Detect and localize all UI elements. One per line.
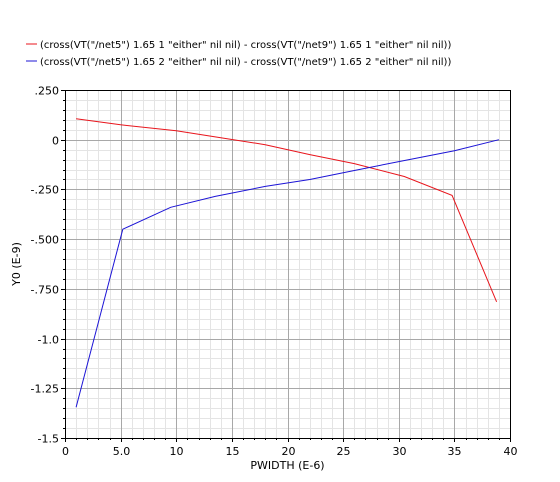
x-tick-label: 20 — [282, 445, 296, 458]
plot-background — [65, 90, 510, 438]
x-tick-label: 15 — [226, 445, 240, 458]
y-tick-label: -1.25 — [31, 383, 59, 396]
plot-area — [65, 90, 510, 438]
series-line-2 — [75, 139, 500, 408]
x-tick-label: 0 — [62, 445, 69, 458]
x-tick-label: 40 — [504, 445, 518, 458]
x-tick-label: 30 — [393, 445, 407, 458]
y-tick-label: 0 — [52, 135, 59, 148]
y-tick-label: -1.0 — [38, 334, 59, 347]
x-tick-label: 10 — [170, 445, 184, 458]
y-tick-label: .250 — [35, 85, 60, 98]
series-layer — [75, 118, 500, 408]
y-axis-label: Y0 (E-9) — [10, 242, 23, 287]
y-tick-label: -.500 — [31, 234, 59, 247]
y-tick-label: -.250 — [31, 184, 59, 197]
y-tick-label: -.750 — [31, 284, 59, 297]
series-line-1 — [76, 118, 498, 302]
legend: (cross(VT("/net5") 1.65 1 "either" nil n… — [26, 40, 451, 68]
x-tick-label: 25 — [337, 445, 351, 458]
y-tick-label: -1.5 — [38, 433, 59, 446]
y-axis: .250 0 -.250 -.500 -.750 -1.0 -1.25 -1.5 — [31, 85, 65, 446]
x-tick-label: 35 — [448, 445, 462, 458]
legend-label-series-1: (cross(VT("/net5") 1.65 1 "either" nil n… — [40, 40, 451, 51]
x-axis: 0 5.0 10 15 20 25 30 35 40 — [62, 438, 518, 458]
x-axis-label: PWIDTH (E-6) — [250, 459, 324, 472]
legend-label-series-2: (cross(VT("/net5") 1.65 2 "either" nil n… — [40, 57, 451, 68]
x-tick-label: 5.0 — [113, 445, 131, 458]
